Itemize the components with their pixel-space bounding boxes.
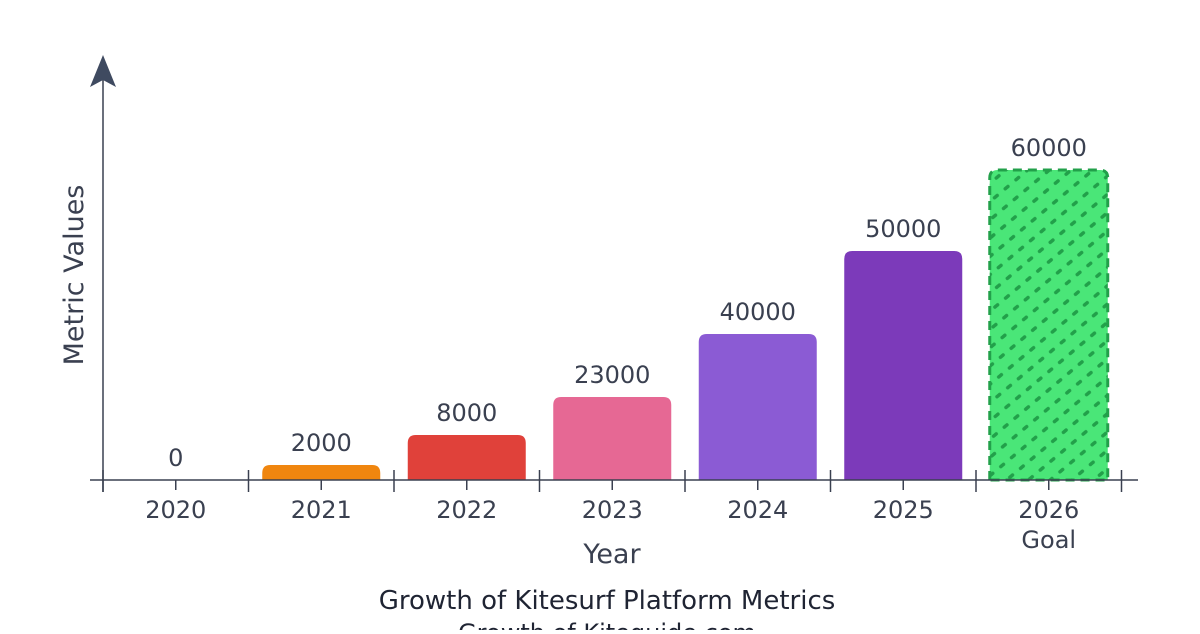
chart-title: Growth of Kitesurf Platform Metrics — [379, 586, 836, 616]
data-label: 40000 — [720, 298, 796, 326]
data-label: 0 — [168, 444, 183, 472]
bar — [553, 397, 672, 480]
bar — [262, 465, 381, 480]
x-tick-label: 2023 — [582, 496, 643, 524]
x-tick-label: 2021 — [291, 496, 352, 524]
y-axis-label: Metric Values — [59, 185, 90, 366]
x-tick-label: 2020 — [145, 496, 206, 524]
x-tick-label: Goal — [1021, 526, 1076, 554]
x-tick-label: 2026 — [1018, 496, 1079, 524]
x-axis-label: Year — [582, 539, 641, 570]
data-label: 60000 — [1011, 134, 1087, 162]
data-label: 50000 — [865, 215, 941, 243]
x-tick-label: 2022 — [436, 496, 497, 524]
chart-subtitle: Growth of Kiteguide.com — [458, 619, 756, 630]
bar — [698, 334, 817, 480]
x-tick-label: 2025 — [873, 496, 934, 524]
data-label: 2000 — [291, 429, 352, 457]
data-label: 23000 — [574, 361, 650, 389]
bar-goal-pattern — [989, 170, 1108, 480]
bar — [407, 435, 526, 480]
y-axis-arrow-icon — [90, 55, 116, 87]
bar-goal-outline — [988, 168, 1110, 482]
data-label: 8000 — [436, 399, 497, 427]
x-tick-label: 2024 — [727, 496, 788, 524]
bar — [844, 251, 963, 480]
